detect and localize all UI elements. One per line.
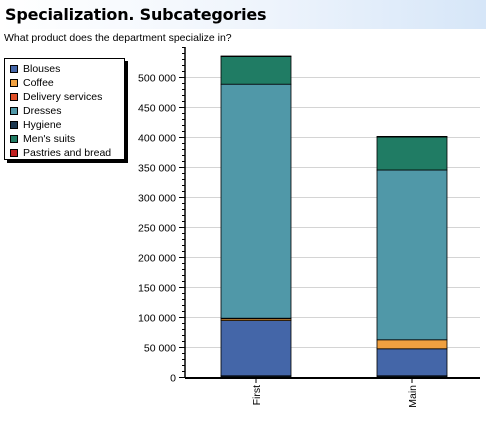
y-tick-label-10: 500 000: [138, 73, 176, 85]
legend-swatch-pastries-and-bread: [10, 149, 18, 157]
y-tick-label-6: 300 000: [138, 193, 176, 205]
bar-first-pastries-and-bread: [220, 55, 292, 58]
y-tick-label-7: 350 000: [138, 163, 176, 175]
header-bar: Specialization. Subcategories: [0, 0, 486, 29]
y-tick-label-1: 50 000: [144, 343, 176, 355]
legend-label-blouses: Blouses: [23, 63, 61, 75]
legend-label-delivery-services: Delivery services: [23, 91, 103, 103]
y-tick-label-5: 250 000: [138, 223, 176, 235]
bar-main-dresses: [376, 169, 448, 341]
bar-first-dresses: [220, 83, 292, 319]
y-tick-label-9: 450 000: [138, 103, 176, 115]
y-tick-label-3: 150 000: [138, 283, 176, 295]
y-tick-label-0: 0: [170, 373, 176, 385]
legend-swatch-delivery-services: [10, 93, 18, 101]
legend-swatch-blouses: [10, 65, 18, 73]
bar-main-coffee: [376, 339, 448, 350]
x-tick-label-first: First: [251, 385, 263, 405]
legend-label-coffee: Coffee: [23, 77, 54, 89]
y-tick-label-8: 400 000: [138, 133, 176, 145]
bar-first-blouses: [220, 320, 292, 377]
page-title: Specialization. Subcategories: [5, 5, 267, 24]
bar-main-men-s-suits: [376, 136, 448, 171]
legend-label-dresses: Dresses: [23, 105, 62, 117]
legend-item-pastries-and-bread: Pastries and bread: [10, 147, 111, 159]
legend-item-blouses: Blouses: [10, 63, 60, 75]
legend-swatch-coffee: [10, 79, 18, 87]
chart-legend: Blouses Coffee Delivery services Dresses…: [4, 58, 125, 160]
y-tick-label-4: 200 000: [138, 253, 176, 265]
legend-item-hygiene: Hygiene: [10, 119, 62, 131]
bar-main-pastries-and-bread: [376, 135, 448, 138]
legend-label-mens-suits: Men's suits: [23, 133, 76, 145]
legend-swatch-hygiene: [10, 121, 18, 129]
legend-item-mens-suits: Men's suits: [10, 133, 75, 145]
legend-swatch-mens-suits: [10, 135, 18, 143]
chart-subtitle: What product does the department special…: [4, 32, 232, 44]
y-tick-label-2: 100 000: [138, 313, 176, 325]
bar-main-blouses: [376, 348, 448, 377]
x-tick-label-main: Main: [407, 385, 419, 408]
legend-swatch-dresses: [10, 107, 18, 115]
bar-first-men-s-suits: [220, 56, 292, 85]
legend-label-hygiene: Hygiene: [23, 119, 62, 131]
legend-item-coffee: Coffee: [10, 77, 54, 89]
legend-item-delivery-services: Delivery services: [10, 91, 102, 103]
legend-item-dresses: Dresses: [10, 105, 62, 117]
legend-label-pastries-and-bread: Pastries and bread: [23, 147, 112, 159]
